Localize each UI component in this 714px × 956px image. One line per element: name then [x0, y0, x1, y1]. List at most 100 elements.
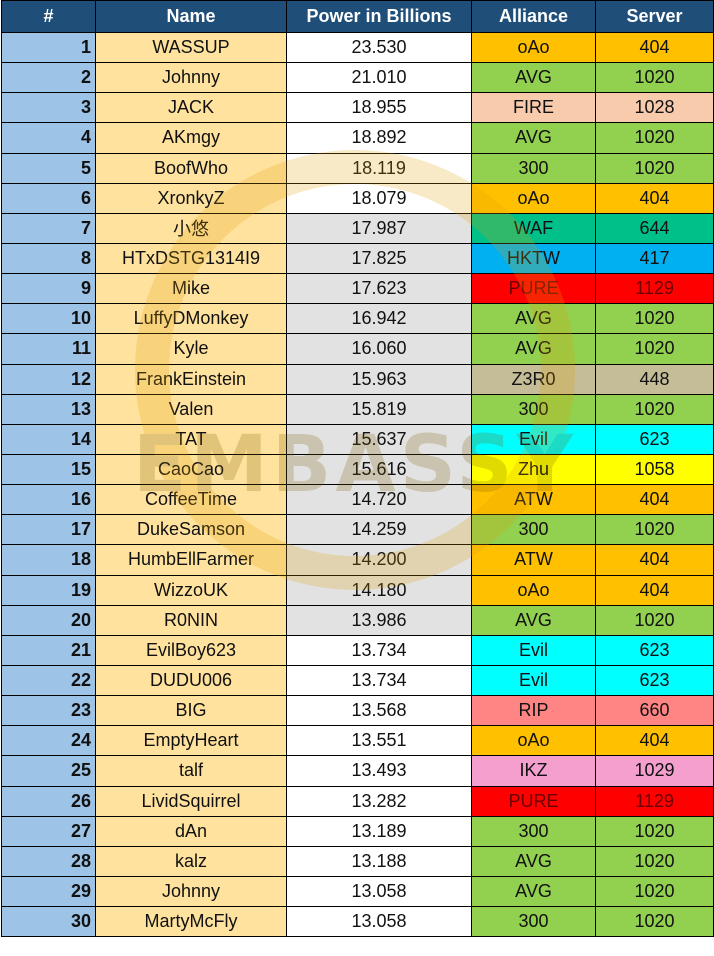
power-cell[interactable]: 14.200 — [286, 544, 472, 576]
rank-cell[interactable]: 29 — [1, 875, 96, 908]
server-cell[interactable]: 404 — [595, 725, 714, 757]
server-cell[interactable]: 1029 — [595, 755, 714, 787]
server-cell[interactable]: 1020 — [595, 815, 714, 847]
server-cell[interactable]: 404 — [595, 574, 714, 606]
name-cell[interactable]: TAT — [95, 423, 287, 455]
name-cell[interactable]: JACK — [95, 92, 287, 124]
power-cell[interactable]: 14.180 — [286, 574, 472, 606]
name-cell[interactable]: Mike — [95, 273, 287, 305]
server-cell[interactable]: 1129 — [595, 273, 714, 305]
server-cell[interactable]: 1020 — [595, 845, 714, 877]
name-cell[interactable]: DukeSamson — [95, 514, 287, 546]
power-cell[interactable]: 17.623 — [286, 273, 472, 305]
rank-cell[interactable]: 1 — [1, 31, 96, 64]
alliance-column-header[interactable]: Alliance — [471, 0, 596, 33]
power-cell[interactable]: 23.530 — [286, 31, 472, 64]
alliance-cell[interactable]: AVG — [471, 845, 596, 877]
name-cell[interactable]: CoffeeTime — [95, 484, 287, 516]
name-cell[interactable]: dAn — [95, 815, 287, 847]
rank-cell[interactable]: 6 — [1, 182, 96, 214]
power-cell[interactable]: 14.259 — [286, 514, 472, 546]
power-cell[interactable]: 15.819 — [286, 393, 472, 425]
name-cell[interactable]: Johnny — [95, 875, 287, 908]
server-cell[interactable]: 1028 — [595, 92, 714, 124]
alliance-cell[interactable]: Z3R0 — [471, 363, 596, 395]
alliance-cell[interactable]: Evil — [471, 423, 596, 455]
server-cell[interactable]: 1129 — [595, 785, 714, 817]
rank-cell[interactable]: 18 — [1, 544, 96, 576]
rank-cell[interactable]: 5 — [1, 152, 96, 184]
name-cell[interactable]: EmptyHeart — [95, 725, 287, 757]
alliance-cell[interactable]: FIRE — [471, 92, 596, 124]
power-cell[interactable]: 13.058 — [286, 906, 472, 938]
server-cell[interactable]: 623 — [595, 664, 714, 697]
alliance-cell[interactable]: Evil — [471, 664, 596, 697]
power-cell[interactable]: 18.892 — [286, 122, 472, 154]
name-cell[interactable]: EvilBoy623 — [95, 634, 287, 666]
name-cell[interactable]: HTxDSTG1314I9 — [95, 242, 287, 275]
rank-cell[interactable]: 17 — [1, 514, 96, 546]
alliance-cell[interactable]: oAo — [471, 182, 596, 214]
server-cell[interactable]: 1020 — [595, 604, 714, 636]
name-cell[interactable]: AKmgy — [95, 122, 287, 154]
rank-cell[interactable]: 22 — [1, 664, 96, 697]
server-cell[interactable]: 404 — [595, 182, 714, 214]
power-cell[interactable]: 13.551 — [286, 725, 472, 757]
alliance-cell[interactable]: AVG — [471, 303, 596, 335]
name-cell[interactable]: WizzoUK — [95, 574, 287, 606]
server-cell[interactable]: 1020 — [595, 393, 714, 425]
alliance-cell[interactable]: oAo — [471, 725, 596, 757]
power-cell[interactable]: 13.568 — [286, 695, 472, 727]
power-cell[interactable]: 15.637 — [286, 423, 472, 455]
server-cell[interactable]: 1020 — [595, 152, 714, 184]
server-cell[interactable]: 1020 — [595, 906, 714, 938]
rank-cell[interactable]: 23 — [1, 695, 96, 727]
alliance-cell[interactable]: AVG — [471, 122, 596, 154]
power-column-header[interactable]: Power in Billions — [286, 0, 472, 33]
server-cell[interactable]: 660 — [595, 695, 714, 727]
rank-cell[interactable]: 10 — [1, 303, 96, 335]
power-cell[interactable]: 13.493 — [286, 755, 472, 787]
server-cell[interactable]: 623 — [595, 634, 714, 666]
rank-cell[interactable]: 11 — [1, 333, 96, 365]
rank-cell[interactable]: 28 — [1, 845, 96, 877]
server-cell[interactable]: 1020 — [595, 62, 714, 94]
power-cell[interactable]: 13.058 — [286, 875, 472, 908]
server-cell[interactable]: 404 — [595, 484, 714, 516]
rank-cell[interactable]: 30 — [1, 906, 96, 938]
rank-cell[interactable]: 14 — [1, 423, 96, 455]
name-cell[interactable]: Johnny — [95, 62, 287, 94]
server-cell[interactable]: 404 — [595, 544, 714, 576]
rank-cell[interactable]: 26 — [1, 785, 96, 817]
power-cell[interactable]: 18.079 — [286, 182, 472, 214]
alliance-cell[interactable]: PURE — [471, 785, 596, 817]
power-cell[interactable]: 18.119 — [286, 152, 472, 184]
alliance-cell[interactable]: AVG — [471, 875, 596, 908]
alliance-cell[interactable]: 300 — [471, 514, 596, 546]
server-cell[interactable]: 644 — [595, 212, 714, 244]
alliance-cell[interactable]: AVG — [471, 333, 596, 365]
server-cell[interactable]: 1058 — [595, 453, 714, 486]
rank-cell[interactable]: 2 — [1, 62, 96, 94]
power-cell[interactable]: 15.963 — [286, 363, 472, 395]
server-cell[interactable]: 1020 — [595, 514, 714, 546]
power-cell[interactable]: 16.060 — [286, 333, 472, 365]
name-cell[interactable]: MartyMcFly — [95, 906, 287, 938]
rank-cell[interactable]: 8 — [1, 242, 96, 275]
alliance-cell[interactable]: Evil — [471, 634, 596, 666]
name-cell[interactable]: R0NIN — [95, 604, 287, 636]
rank-cell[interactable]: 3 — [1, 92, 96, 124]
rank-cell[interactable]: 13 — [1, 393, 96, 425]
name-cell[interactable]: XronkyZ — [95, 182, 287, 214]
alliance-cell[interactable]: oAo — [471, 31, 596, 64]
server-cell[interactable]: 1020 — [595, 333, 714, 365]
name-cell[interactable]: LuffyDMonkey — [95, 303, 287, 335]
alliance-cell[interactable]: PURE — [471, 273, 596, 305]
rank-cell[interactable]: 9 — [1, 273, 96, 305]
power-cell[interactable]: 13.734 — [286, 664, 472, 697]
power-cell[interactable]: 21.010 — [286, 62, 472, 94]
name-cell[interactable]: CaoCao — [95, 453, 287, 486]
rank-cell[interactable]: 15 — [1, 453, 96, 486]
alliance-cell[interactable]: Zhu — [471, 453, 596, 486]
power-cell[interactable]: 13.189 — [286, 815, 472, 847]
